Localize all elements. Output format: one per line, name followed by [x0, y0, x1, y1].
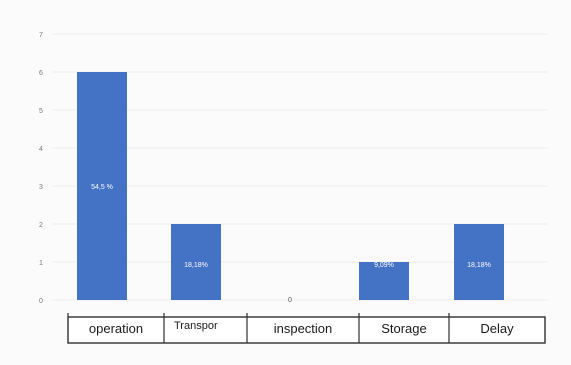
category-table-border — [67, 316, 546, 344]
y-tick-label: 7 — [39, 32, 43, 39]
x-category-label: Delay — [480, 321, 514, 336]
y-tick-label: 4 — [39, 146, 43, 153]
y-tick-label: 0 — [39, 298, 43, 305]
bar-operation — [77, 72, 127, 300]
bar-transpor — [171, 224, 221, 300]
bars — [77, 72, 504, 300]
data-label: 9,09% — [374, 262, 394, 269]
bar-storage — [359, 262, 409, 300]
data-labels: 54,5 % 18,18% 0 9,09% 18,18% — [91, 184, 491, 304]
y-tick-label: 2 — [39, 222, 43, 229]
y-axis-ticks: 0 1 2 3 4 5 6 7 — [39, 32, 43, 305]
data-label: 18,18% — [184, 262, 208, 269]
data-label: 0 — [288, 297, 292, 304]
data-label: 18,18% — [467, 262, 491, 269]
y-tick-label: 1 — [39, 260, 43, 267]
y-tick-label: 5 — [39, 108, 43, 115]
x-category-label: inspection — [274, 321, 333, 336]
x-category-label: operation — [89, 321, 143, 336]
gridlines — [52, 33, 548, 301]
y-tick-label: 6 — [39, 70, 43, 77]
bar-delay — [454, 224, 504, 300]
data-label: 54,5 % — [91, 184, 113, 191]
x-axis-category-table: operation Transpor inspection Storage Delay — [67, 313, 546, 344]
x-category-label: Transpor — [174, 320, 218, 332]
x-category-label: Storage — [381, 321, 427, 336]
y-tick-label: 3 — [39, 184, 43, 191]
